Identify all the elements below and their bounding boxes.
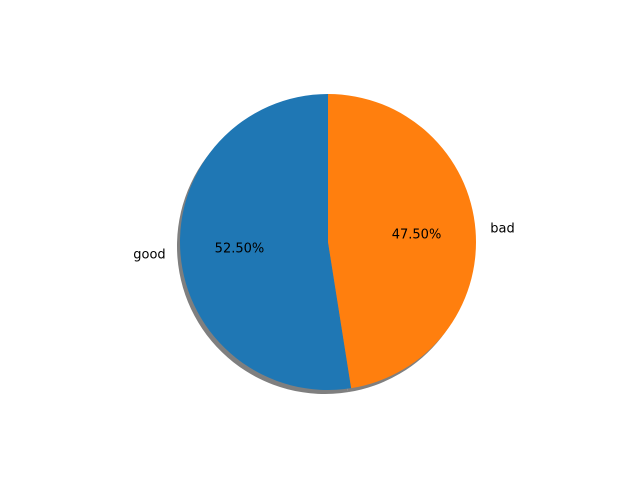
pie-label-good: good bbox=[133, 247, 165, 262]
pie-percent-bad: 47.50% bbox=[392, 228, 442, 243]
pie-slice-bad bbox=[328, 94, 477, 389]
pie-labels: good 52.50% bad 47.50% bbox=[133, 222, 515, 263]
pie-percent-good: 52.50% bbox=[215, 241, 265, 256]
pie-slices bbox=[180, 94, 477, 390]
pie-slice-good bbox=[180, 94, 352, 390]
pie-label-bad: bad bbox=[490, 222, 514, 237]
